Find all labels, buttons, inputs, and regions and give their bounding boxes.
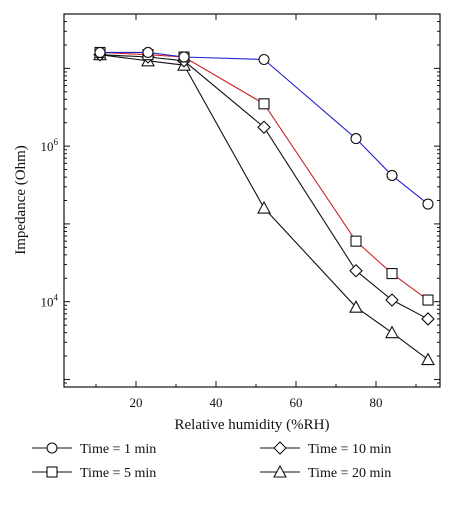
- data-point-triangle: [385, 325, 399, 339]
- legend-item: Time = 10 min: [260, 441, 391, 457]
- data-point-circle: [422, 198, 434, 210]
- data-point-diamond: [385, 293, 399, 307]
- x-tick-label: 80: [370, 395, 383, 410]
- series-diamond: [93, 47, 435, 326]
- data-point-square: [258, 98, 270, 110]
- legend-label: Time = 20 min: [308, 466, 391, 481]
- legend-item: Time = 5 min: [32, 466, 156, 481]
- data-point-square: [422, 294, 434, 306]
- x-tick-label: 40: [210, 395, 223, 410]
- plot-frame: [63, 13, 441, 388]
- data-point-diamond: [257, 120, 271, 135]
- x-tick-label: 20: [130, 395, 143, 410]
- data-point-triangle: [273, 464, 287, 478]
- data-point-circle: [142, 46, 154, 59]
- y-tick-label: 106: [41, 137, 59, 154]
- data-point-circle: [258, 53, 270, 66]
- data-point-triangle: [349, 300, 363, 313]
- series-triangle: [93, 47, 435, 366]
- data-point-square: [46, 466, 58, 478]
- data-point-triangle: [421, 352, 435, 366]
- data-point-triangle: [257, 200, 271, 214]
- series-layer: [93, 46, 435, 366]
- data-point-circle: [350, 133, 362, 145]
- legend-label: Time = 5 min: [80, 466, 156, 481]
- series-line: [99, 54, 429, 320]
- legend-label: Time = 1 min: [80, 442, 156, 457]
- data-point-circle: [178, 51, 190, 63]
- series-square: [94, 46, 434, 306]
- legend-label: Time = 10 min: [308, 442, 391, 457]
- data-point-circle: [46, 442, 58, 454]
- legend-item: Time = 1 min: [32, 442, 156, 457]
- series-line: [99, 51, 429, 301]
- data-point-diamond: [349, 263, 363, 278]
- data-point-circle: [94, 46, 106, 59]
- y-axis-label: Impedance (Ohm): [13, 145, 29, 255]
- data-point-circle: [386, 169, 398, 181]
- axis-ticks: 20 40 60 80 104 106: [41, 13, 440, 410]
- y-tick-label: 104: [41, 293, 59, 310]
- x-axis-label: Relative humidity (%RH): [175, 417, 330, 433]
- legend-item: Time = 20 min: [260, 464, 391, 481]
- data-point-square: [386, 268, 398, 280]
- data-point-diamond: [421, 312, 435, 326]
- data-point-diamond: [273, 441, 287, 455]
- x-tick-label: 60: [290, 395, 303, 410]
- series-circle: [94, 46, 434, 210]
- data-point-square: [350, 235, 362, 247]
- legend: Time = 1 min Time = 10 min Time = 5 min Tim…: [32, 441, 391, 481]
